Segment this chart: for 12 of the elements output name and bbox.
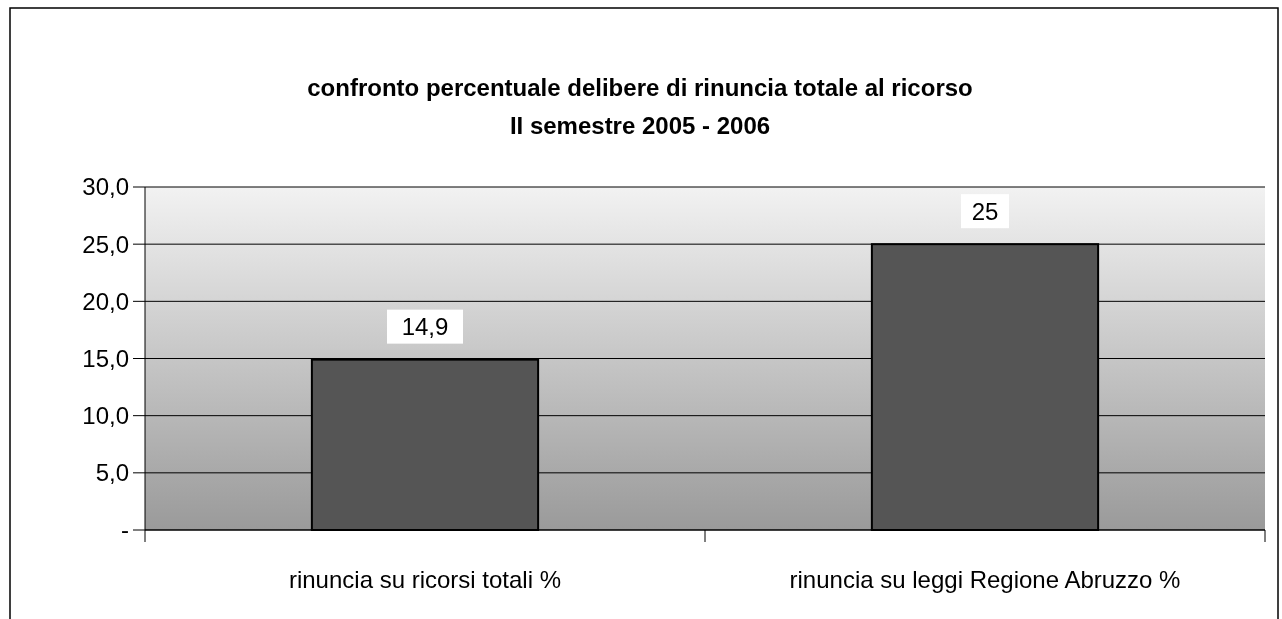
chart-title: confronto percentuale delibere di rinuncia totale al ricorso II semestre 2005 - 2006 xyxy=(307,74,973,139)
y-tick-label: 15,0 xyxy=(82,344,129,372)
y-tick-label: - xyxy=(121,516,129,544)
x-tick-label: rinuncia su ricorsi totali % xyxy=(288,566,562,593)
x-tick-label: rinuncia su leggi Regione Abruzzo % xyxy=(789,566,1181,593)
data-label: 14,9 xyxy=(401,313,449,341)
y-tick-label: 10,0 xyxy=(82,402,129,430)
y-tick-label: 25,0 xyxy=(82,230,129,258)
y-tick-label: 5,0 xyxy=(95,459,129,487)
data-label: 25 xyxy=(971,197,999,225)
y-tick-label: 30,0 xyxy=(82,173,129,201)
y-tick-label: 20,0 xyxy=(82,287,129,315)
